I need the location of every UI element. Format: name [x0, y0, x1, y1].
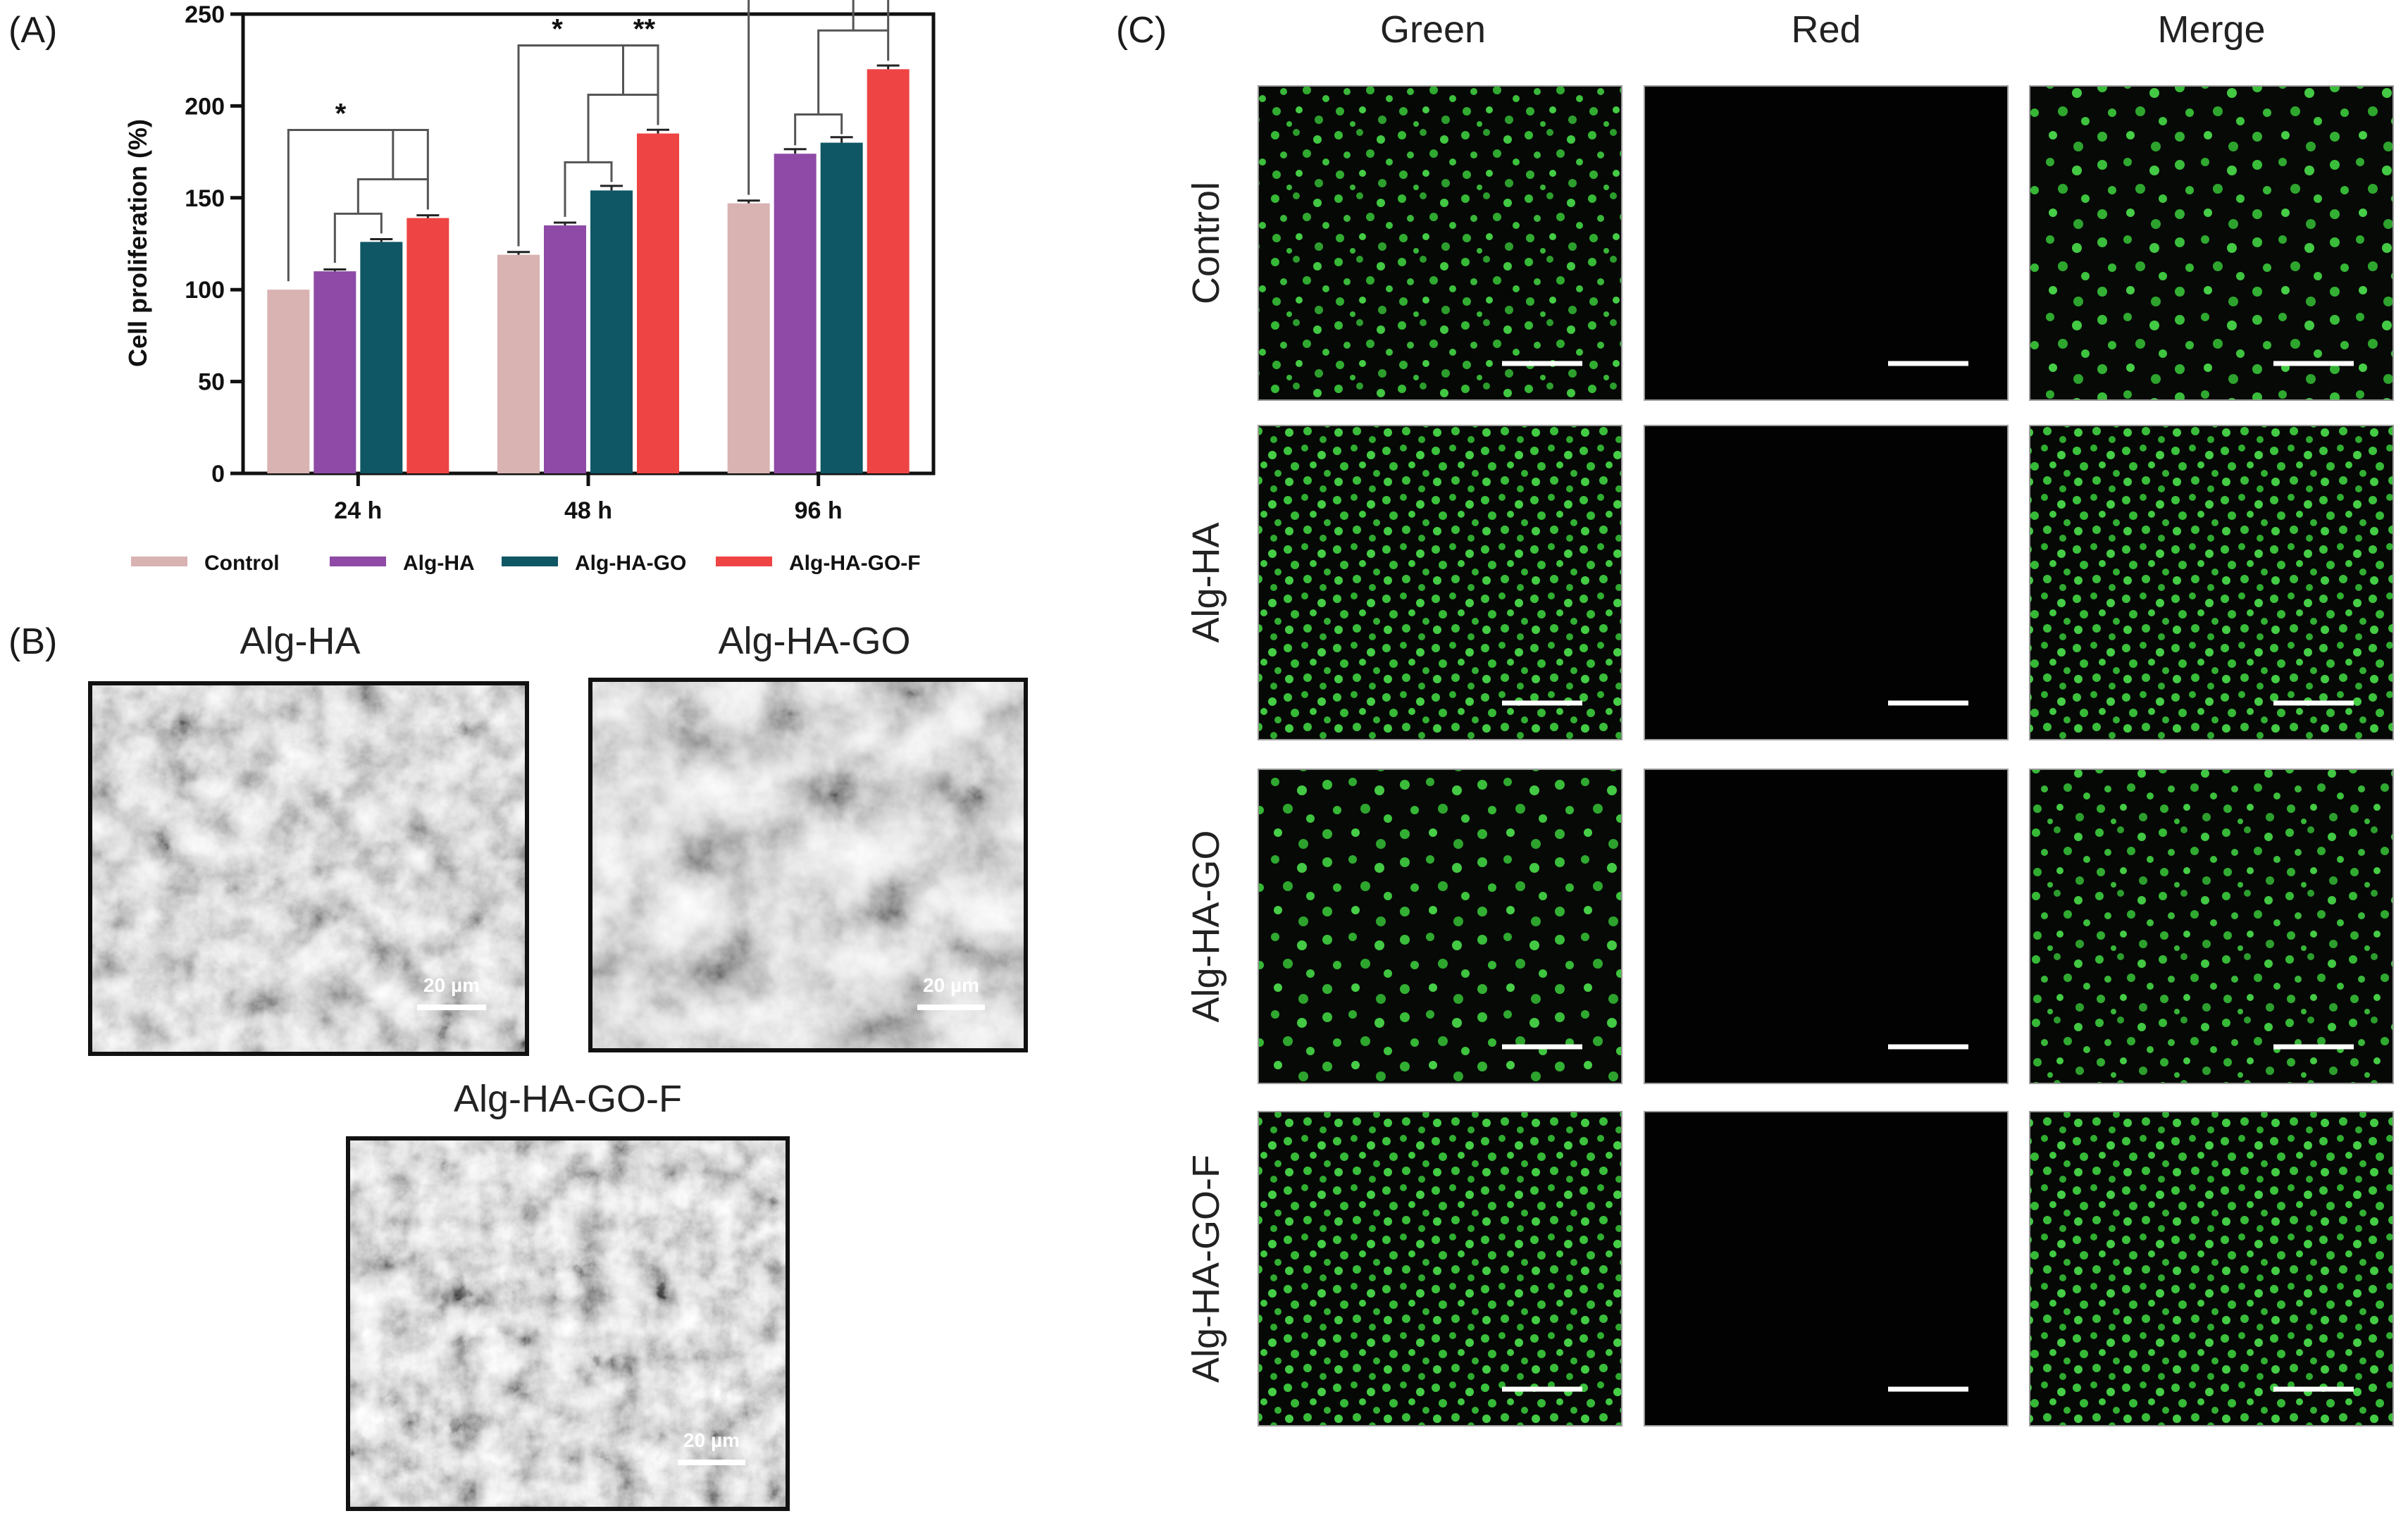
fluorescence-grid: Green Red Merge Control Alg-HA Alg-HA-GO Alg-H…	[1185, 8, 2394, 1426]
y-tick-label: 150	[185, 185, 225, 212]
bar-alg-ha-go-96-h	[820, 142, 863, 473]
micrograph-border	[1258, 1111, 1622, 1426]
column-title-merge: Merge	[2157, 8, 2265, 51]
bar-alg-ha-48-h	[544, 225, 586, 473]
sig-bracket	[747, 0, 890, 195]
micrograph-border	[2029, 425, 2394, 740]
bar-control-24-h	[267, 290, 310, 473]
legend-swatch-control	[131, 557, 187, 566]
y-tick-label: 200	[185, 93, 225, 120]
bar-alg-ha-96-h	[774, 154, 817, 473]
micrograph-alg-ha-go-f-green	[1258, 1112, 1622, 1426]
micrograph-alg-ha-green	[1258, 425, 1622, 740]
legend-label-alg-ha: Alg-HA	[403, 552, 475, 575]
micrograph-alg-ha-go-f-merge	[2030, 1112, 2393, 1426]
y-tick-label: 0	[211, 461, 225, 487]
significance-mark: *	[552, 14, 563, 45]
significance-mark: *	[335, 98, 347, 129]
panel-label-b: (B)	[8, 621, 57, 662]
legend-swatch-alg-ha	[330, 557, 386, 566]
sem-image-alg-ha-go	[588, 678, 1028, 1052]
row-title-alg-ha-go-f: Alg-HA-GO-F	[1185, 1155, 1227, 1383]
micrograph-border	[2029, 1111, 2394, 1426]
x-tick-label: 24 h	[334, 497, 382, 524]
micrograph-border	[1644, 85, 2009, 401]
row-title-alg-ha: Alg-HA	[1185, 522, 1227, 642]
sem-title-alg-ha-go: Alg-HA-GO	[718, 620, 910, 662]
bar-alg-ha-go-24-h	[360, 242, 403, 473]
sem-title-alg-ha: Alg-HA	[240, 620, 360, 662]
micrograph-border	[1258, 85, 1622, 401]
sig-bracket	[517, 44, 659, 247]
micrograph-alg-ha-go-merge	[2030, 769, 2393, 1083]
row-title-alg-ha-go: Alg-HA-GO	[1185, 830, 1227, 1022]
micrograph-border	[1258, 769, 1622, 1084]
significance-mark: **	[633, 14, 656, 45]
micrograph-border	[1644, 769, 2009, 1084]
x-tick-label: 96 h	[795, 497, 843, 524]
legend-swatch-alg-ha-go	[502, 557, 558, 566]
sem-scale-alg-ha-go-f: 20 µm	[683, 1429, 740, 1451]
micrograph-border	[1644, 1111, 2009, 1426]
sem-image-alg-ha-go-f	[346, 1136, 790, 1511]
panel-label-c: (C)	[1116, 10, 1167, 51]
y-tick-label: 250	[185, 1, 225, 28]
micrograph-border	[2029, 769, 2394, 1084]
micrograph-alg-ha-red	[1644, 425, 2008, 740]
micrograph-alg-ha-merge	[2030, 425, 2393, 740]
bar-alg-ha-go-f-96-h	[867, 69, 910, 474]
sem-scale-alg-ha: 20 µm	[423, 974, 480, 996]
panel-label-a: (A)	[8, 10, 57, 51]
sem-scale-alg-ha-go: 20 µm	[923, 974, 979, 996]
micrograph-alg-ha-go-green	[1258, 769, 1622, 1083]
sig-bracket	[287, 128, 429, 282]
micrograph-control-green	[1258, 86, 1622, 400]
column-title-red: Red	[1791, 8, 1861, 51]
legend-label-alg-ha-go-f: Alg-HA-GO-F	[789, 552, 921, 575]
bar-alg-ha-24-h	[314, 271, 356, 473]
bar-alg-ha-go-48-h	[590, 190, 633, 473]
bar-control-96-h	[727, 203, 770, 473]
micrograph-control-red	[1644, 86, 2008, 400]
legend-swatch-alg-ha-go-f	[716, 557, 772, 566]
micrograph-control-merge	[2030, 86, 2393, 400]
bar-control-48-h	[497, 254, 540, 473]
chart-legend: Control Alg-HA Alg-HA-GO Alg-HA-GO-F	[131, 552, 921, 575]
sem-image-alg-ha	[88, 681, 529, 1056]
sem-title-alg-ha-go-f: Alg-HA-GO-F	[454, 1078, 682, 1120]
micrograph-border	[1258, 425, 1622, 740]
sig-bracket	[356, 178, 429, 214]
micrograph-border	[1644, 425, 2009, 740]
bar-alg-ha-go-f-48-h	[637, 133, 679, 473]
micrograph-border	[2029, 85, 2394, 401]
column-title-green: Green	[1380, 8, 1486, 51]
micrograph-alg-ha-go-red	[1644, 769, 2008, 1083]
x-tick-label: 48 h	[564, 497, 612, 524]
sig-bracket	[794, 113, 843, 146]
y-tick-label: 50	[198, 369, 225, 396]
row-title-control: Control	[1185, 182, 1227, 304]
legend-label-alg-ha-go: Alg-HA-GO	[575, 552, 686, 575]
y-axis-label: Cell proliferation (%)	[123, 119, 152, 367]
y-tick-label: 100	[185, 277, 225, 304]
legend-label-control: Control	[204, 552, 280, 575]
micrograph-alg-ha-go-f-red	[1644, 1112, 2008, 1426]
bar-alg-ha-go-f-24-h	[406, 218, 449, 473]
